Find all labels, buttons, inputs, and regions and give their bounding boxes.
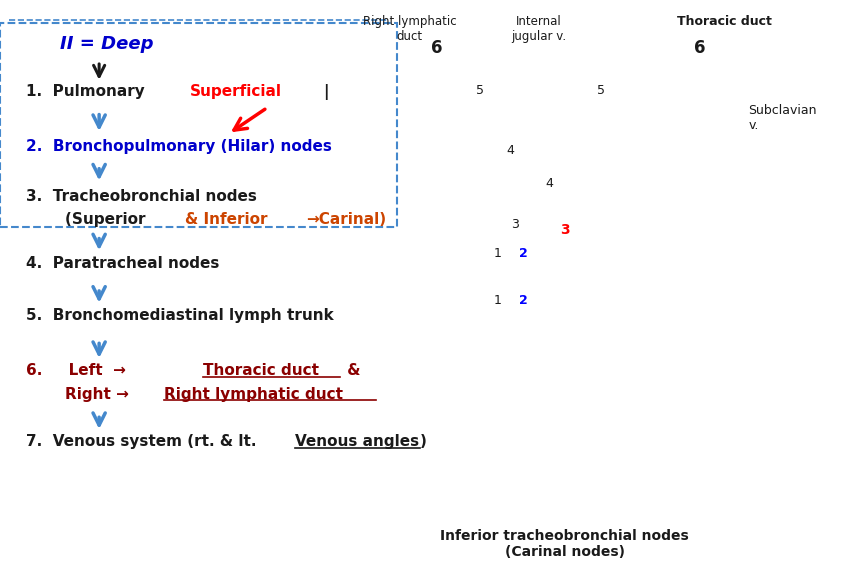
- Text: 1: 1: [492, 247, 501, 260]
- Text: 3: 3: [559, 223, 569, 237]
- Text: 1: 1: [492, 294, 501, 307]
- Text: 4: 4: [505, 144, 514, 157]
- Text: 4: 4: [544, 178, 553, 190]
- Text: 1.  Pulmonary: 1. Pulmonary: [26, 84, 145, 99]
- Text: Right →: Right →: [65, 386, 133, 402]
- Text: 5: 5: [475, 84, 484, 97]
- Text: 6: 6: [693, 39, 705, 56]
- Text: Thoracic duct: Thoracic duct: [676, 15, 771, 27]
- Text: 6: 6: [430, 39, 443, 56]
- Text: 2: 2: [518, 294, 527, 307]
- Text: |: |: [323, 84, 329, 100]
- Text: 2.  Bronchopulmonary (Hilar) nodes: 2. Bronchopulmonary (Hilar) nodes: [26, 139, 331, 154]
- Text: Subclavian
v.: Subclavian v.: [747, 104, 815, 132]
- Text: 5.  Bronchomediastinal lymph trunk: 5. Bronchomediastinal lymph trunk: [26, 308, 333, 323]
- Text: Inferior tracheobronchial nodes
(Carinal nodes): Inferior tracheobronchial nodes (Carinal…: [440, 529, 688, 559]
- Text: Venous angles: Venous angles: [294, 434, 418, 449]
- Text: 4.  Paratracheal nodes: 4. Paratracheal nodes: [26, 255, 219, 271]
- Text: 2: 2: [518, 247, 527, 260]
- Text: Thoracic duct: Thoracic duct: [202, 363, 319, 378]
- Text: 3: 3: [510, 218, 518, 231]
- Text: (Superior: (Superior: [65, 212, 150, 227]
- Text: ): ): [419, 434, 426, 449]
- Text: 7.  Venous system (rt. & lt.: 7. Venous system (rt. & lt.: [26, 434, 261, 449]
- Text: 5: 5: [596, 84, 604, 97]
- Text: Superficial: Superficial: [189, 84, 282, 99]
- Text: 6.     Left  →: 6. Left →: [26, 363, 131, 378]
- Text: & Inferior: & Inferior: [185, 212, 268, 227]
- Text: 3.  Tracheobronchial nodes: 3. Tracheobronchial nodes: [26, 189, 257, 204]
- Text: Right lymphatic
duct: Right lymphatic duct: [362, 15, 455, 42]
- Text: Internal
jugular v.: Internal jugular v.: [511, 15, 566, 42]
- Text: →Carinal): →Carinal): [306, 212, 386, 227]
- Text: II = Deep: II = Deep: [60, 36, 153, 54]
- Text: Right lymphatic duct: Right lymphatic duct: [164, 386, 343, 402]
- Text: &: &: [342, 363, 360, 378]
